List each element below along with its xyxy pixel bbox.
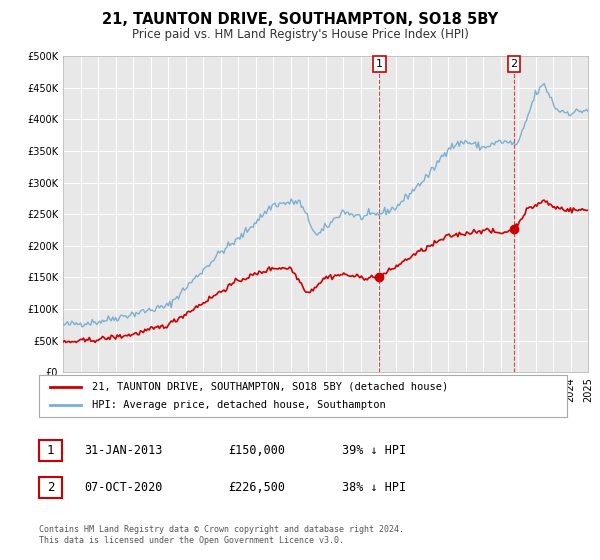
Text: 21, TAUNTON DRIVE, SOUTHAMPTON, SO18 5BY (detached house): 21, TAUNTON DRIVE, SOUTHAMPTON, SO18 5BY… — [92, 382, 448, 392]
Text: Price paid vs. HM Land Registry's House Price Index (HPI): Price paid vs. HM Land Registry's House … — [131, 28, 469, 41]
Text: 39% ↓ HPI: 39% ↓ HPI — [342, 444, 406, 458]
Text: 31-JAN-2013: 31-JAN-2013 — [84, 444, 163, 458]
Text: 1: 1 — [47, 444, 54, 458]
Text: 07-OCT-2020: 07-OCT-2020 — [84, 480, 163, 494]
Text: 1: 1 — [376, 59, 383, 69]
Text: HPI: Average price, detached house, Southampton: HPI: Average price, detached house, Sout… — [92, 400, 386, 410]
Text: 2: 2 — [511, 59, 518, 69]
Text: Contains HM Land Registry data © Crown copyright and database right 2024.
This d: Contains HM Land Registry data © Crown c… — [39, 525, 404, 545]
Text: 38% ↓ HPI: 38% ↓ HPI — [342, 480, 406, 494]
Text: £150,000: £150,000 — [228, 444, 285, 458]
Text: 2: 2 — [47, 480, 54, 494]
Text: £226,500: £226,500 — [228, 480, 285, 494]
Text: 21, TAUNTON DRIVE, SOUTHAMPTON, SO18 5BY: 21, TAUNTON DRIVE, SOUTHAMPTON, SO18 5BY — [102, 12, 498, 27]
